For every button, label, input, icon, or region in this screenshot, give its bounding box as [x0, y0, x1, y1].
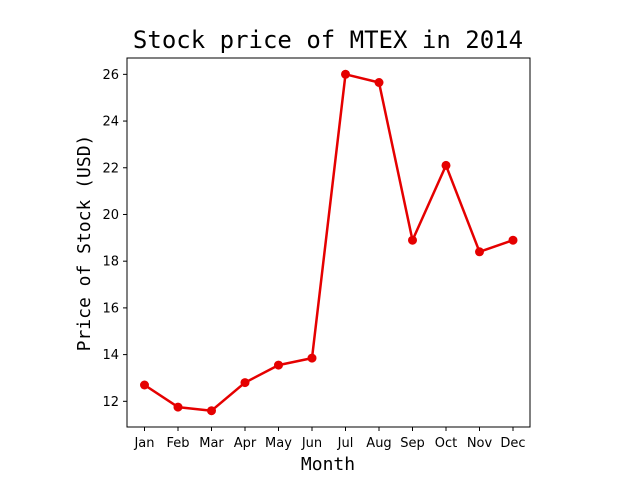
y-tick-label: 20 [102, 208, 119, 223]
data-point [374, 78, 384, 87]
plot-frame [126, 57, 531, 428]
data-point [140, 380, 149, 390]
x-tick-label: Feb [166, 436, 189, 451]
data-point [341, 69, 350, 79]
y-tick-label: 26 [102, 68, 119, 83]
chart-title: Stock price of MTEX in 2014 [133, 26, 523, 54]
x-axis: Jan Feb Mar Apr May Jun Jul Aug Sep Oct Nov Dec [133, 427, 526, 451]
x-tick-label: Oct [435, 436, 457, 451]
data-point [475, 247, 484, 257]
series-points [140, 69, 518, 416]
x-tick-label: May [265, 436, 292, 451]
y-tick-label: 18 [102, 255, 119, 270]
data-point [508, 235, 518, 245]
y-tick-label: 14 [102, 348, 119, 363]
data-point [441, 160, 451, 170]
series-line [143, 73, 514, 412]
y-axis-label: Price of Stock (USD) [74, 135, 95, 352]
x-tick-label: Jun [301, 436, 322, 451]
data-point [207, 406, 216, 416]
x-tick-label: Apr [234, 436, 257, 451]
x-tick-label: Dec [500, 436, 525, 451]
data-point [173, 402, 183, 412]
x-tick-label: Sep [400, 436, 425, 451]
data-point [240, 378, 250, 388]
x-tick-label: Jan [133, 436, 154, 451]
y-tick-label: 16 [102, 301, 119, 316]
x-axis-label: Month [301, 454, 355, 475]
x-tick-label: Nov [467, 436, 493, 451]
x-tick-label: Aug [366, 436, 391, 451]
y-tick-label: 24 [102, 115, 119, 130]
y-tick-label: 12 [102, 395, 119, 410]
data-point [408, 235, 417, 245]
y-tick-label: 22 [102, 161, 119, 176]
x-tick-label: Jul [337, 436, 354, 451]
data-point [307, 353, 317, 363]
x-tick-label: Mar [199, 436, 224, 451]
y-axis: 12 14 16 18 20 22 24 26 [102, 68, 127, 410]
data-point [274, 360, 283, 370]
